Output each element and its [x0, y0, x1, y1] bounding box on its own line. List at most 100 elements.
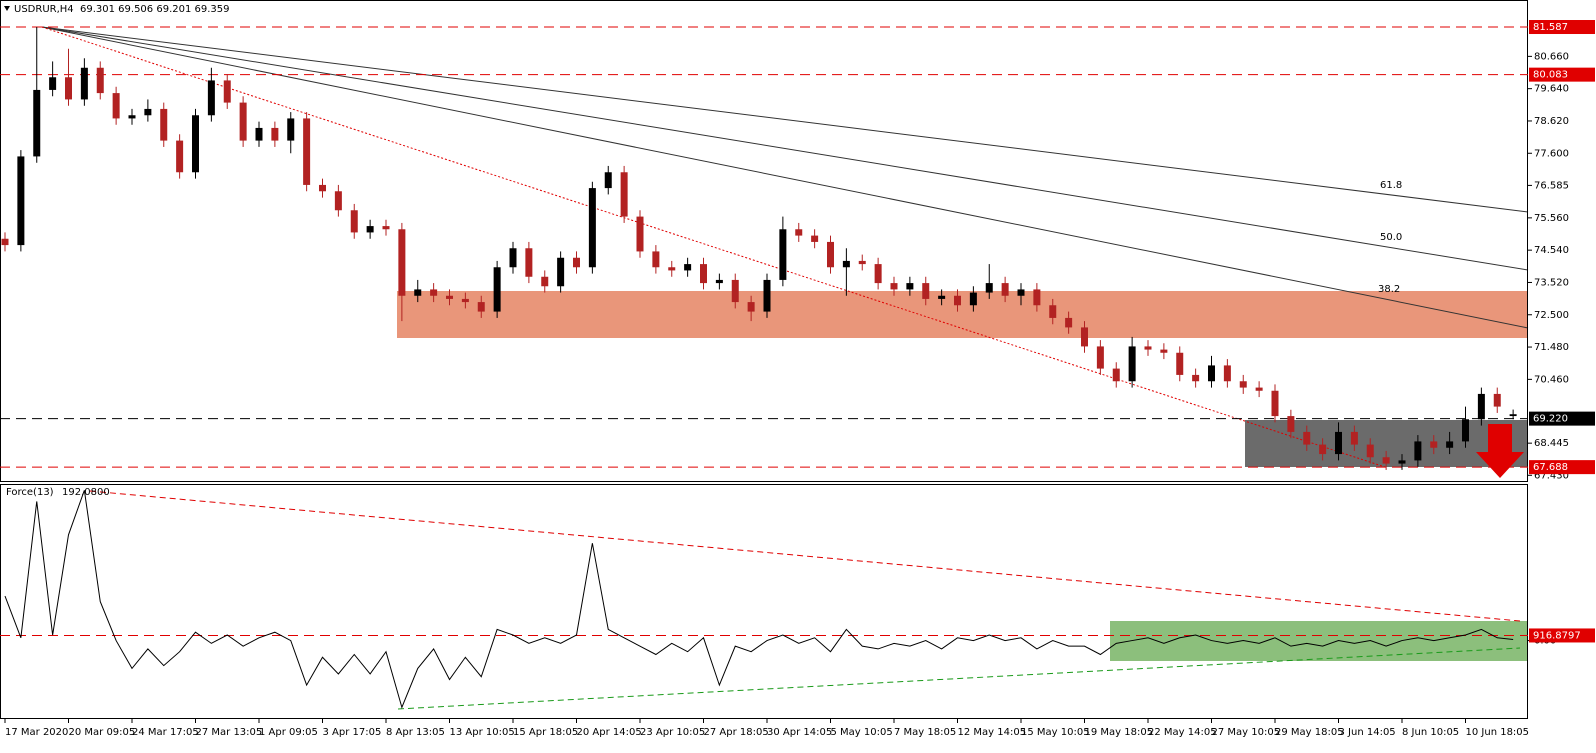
symbol: USDRUR,H4: [14, 4, 74, 15]
x-tick-label: 8 Apr 13:05: [386, 727, 445, 738]
candle-body: [842, 260, 850, 268]
candle-body: [1255, 387, 1263, 391]
x-tick-label: 8 Jun 10:05: [1402, 727, 1459, 738]
candle-body: [715, 279, 723, 284]
candle-body: [509, 248, 517, 268]
indicator-name: Force(13): [6, 487, 54, 498]
candle-body: [1081, 327, 1088, 347]
x-tick-label: 29 May 18:05: [1275, 727, 1344, 738]
y-tick-label: 77.600: [1534, 148, 1569, 159]
candle-body: [319, 184, 326, 192]
candle-body: [795, 229, 803, 236]
x-tick-label: 27 May 10:05: [1212, 727, 1281, 738]
candle-body: [620, 172, 628, 217]
candle-body: [684, 264, 692, 271]
candle-body: [1033, 289, 1041, 306]
candle-body: [303, 118, 311, 185]
candle-body: [604, 172, 612, 189]
candle-body: [239, 102, 247, 141]
candle-body: [700, 264, 707, 284]
candle-body: [17, 156, 25, 246]
candle-body: [668, 267, 676, 271]
x-tick-label: 23 Apr 10:05: [640, 727, 705, 738]
down-arrow: [1476, 424, 1524, 478]
candle-body: [1509, 414, 1517, 417]
candle-body: [1096, 346, 1104, 369]
candle-body: [1239, 381, 1247, 388]
x-tick-label: 27 Mar 13:05: [196, 727, 263, 738]
candle-body: [144, 108, 152, 116]
resistance-zone: [397, 291, 1528, 338]
candle-body: [414, 289, 422, 296]
candle-body: [192, 115, 199, 173]
candle-body: [731, 279, 739, 303]
candle-body: [1223, 365, 1231, 382]
x-tick-label: 24 Mar 17:05: [132, 727, 199, 738]
candle-body: [1493, 393, 1501, 407]
fan-label: 50.0: [1380, 232, 1402, 243]
candle-body: [906, 283, 914, 290]
level-label-box: [1529, 67, 1595, 82]
x-tick-label: 30 Apr 14:05: [767, 727, 832, 738]
candle-body: [1446, 441, 1454, 448]
y-tick-label: 72.500: [1534, 310, 1569, 321]
candle-body: [1176, 352, 1184, 375]
candle-body: [1192, 374, 1200, 382]
fan-label: 61.8: [1380, 180, 1402, 191]
force-zone: [1110, 621, 1528, 661]
trend-line: [41, 26, 1386, 468]
fan-line: [41, 26, 1529, 213]
candle-body: [366, 226, 374, 233]
candle-body: [541, 276, 549, 287]
candle-body: [287, 118, 295, 141]
candle-body: [446, 295, 453, 299]
candle-body: [1, 238, 9, 246]
level-label: 916.8797: [1533, 630, 1581, 641]
x-tick-label: 1 Apr 09:05: [259, 727, 318, 738]
candle-body: [588, 188, 596, 268]
indicator-value: 192.0800: [62, 487, 110, 498]
level-label-box: [1529, 460, 1595, 475]
ohlc-text: 69.301 69.506 69.201 69.359: [80, 4, 230, 15]
candle-body: [827, 241, 834, 268]
level-label-box: [1529, 411, 1595, 426]
level-label: 67.688: [1533, 462, 1568, 473]
candle-body: [1382, 457, 1390, 464]
level-label-box: [1529, 20, 1595, 35]
candle-body: [1430, 441, 1438, 448]
candle-body: [49, 77, 57, 90]
candle-body: [334, 191, 342, 211]
candle-body: [128, 115, 136, 119]
candle-body: [271, 127, 279, 141]
x-tick-label: 27 Apr 18:05: [704, 727, 769, 738]
candle-body: [636, 216, 644, 252]
y-tick-label: 70.460: [1534, 374, 1569, 385]
candle-body: [1049, 305, 1057, 318]
x-tick-label: 20 Apr 14:05: [577, 727, 642, 738]
candle-body: [255, 127, 263, 141]
x-tick-label: 13 Apr 10:05: [450, 727, 515, 738]
candle-body: [1303, 431, 1311, 445]
candle-body: [493, 267, 501, 312]
candle-body: [223, 80, 231, 103]
candle-body: [938, 295, 946, 299]
candle-body: [65, 77, 72, 100]
candle-body: [382, 226, 390, 230]
y-tick-label: 80.660: [1534, 51, 1569, 62]
candle-body: [1350, 431, 1358, 445]
candle-body: [350, 210, 358, 233]
fan-line: [41, 26, 1529, 329]
candle-body: [557, 257, 565, 287]
candle-body: [1462, 419, 1469, 442]
x-tick-label: 19 May 18:05: [1085, 727, 1154, 738]
force-frame: [0, 484, 1528, 719]
candle-body: [461, 298, 469, 303]
candle-body: [80, 67, 88, 100]
candle-body: [1017, 289, 1025, 296]
candle-body: [985, 283, 993, 293]
candle-body: [954, 295, 961, 306]
force-line: [4, 490, 1514, 709]
x-tick-label: 22 May 14:05: [1148, 727, 1217, 738]
candle-body: [1001, 283, 1009, 296]
fan-label: 38.2: [1378, 284, 1400, 295]
